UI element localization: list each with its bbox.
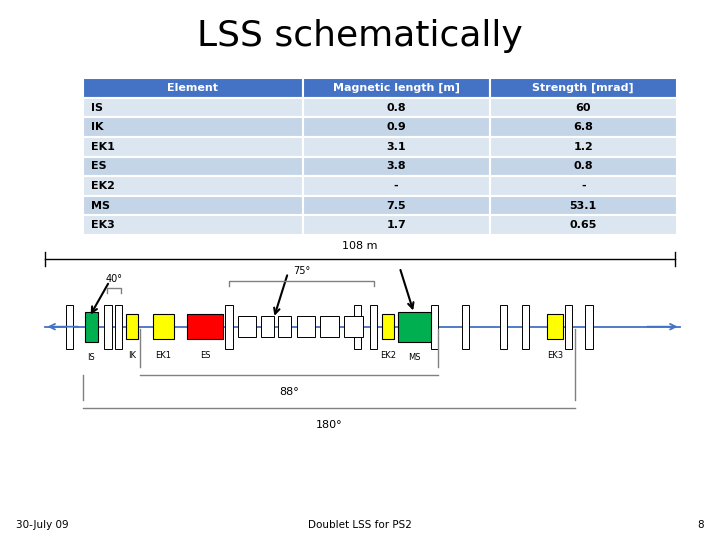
Text: 0.8: 0.8 xyxy=(387,103,406,113)
Bar xyxy=(66,305,73,349)
Text: 180°: 180° xyxy=(315,420,342,430)
Bar xyxy=(585,305,593,349)
Text: EK2: EK2 xyxy=(380,351,396,360)
Bar xyxy=(565,305,572,349)
Text: 60: 60 xyxy=(575,103,591,113)
Bar xyxy=(302,118,490,137)
Bar xyxy=(83,157,302,176)
Text: 0.65: 0.65 xyxy=(570,220,597,230)
Bar xyxy=(344,316,363,337)
Bar xyxy=(500,305,507,349)
Bar xyxy=(302,98,490,117)
Bar xyxy=(320,316,339,337)
Text: Strength [mrad]: Strength [mrad] xyxy=(532,83,634,93)
Text: 30-July 09: 30-July 09 xyxy=(16,520,68,530)
Text: IK: IK xyxy=(127,351,136,360)
Text: EK3: EK3 xyxy=(91,220,115,230)
Bar xyxy=(302,196,490,215)
Bar xyxy=(85,312,98,342)
Bar xyxy=(104,305,112,349)
Text: Element: Element xyxy=(167,83,218,93)
Text: MS: MS xyxy=(408,354,420,362)
Text: 40°: 40° xyxy=(105,273,122,284)
Bar xyxy=(398,312,431,342)
Text: Magnetic length [m]: Magnetic length [m] xyxy=(333,83,459,93)
Bar xyxy=(83,78,302,98)
Bar xyxy=(354,305,361,349)
Text: 53.1: 53.1 xyxy=(570,200,597,211)
Bar xyxy=(382,314,394,339)
Bar xyxy=(490,157,677,176)
Bar xyxy=(115,305,122,349)
Text: 1.2: 1.2 xyxy=(573,142,593,152)
Bar xyxy=(522,305,529,349)
Text: EK2: EK2 xyxy=(91,181,115,191)
Text: LSS schematically: LSS schematically xyxy=(197,19,523,53)
Text: 88°: 88° xyxy=(279,387,299,397)
Bar xyxy=(490,215,677,235)
Bar xyxy=(490,196,677,215)
Bar xyxy=(490,78,677,98)
Bar xyxy=(302,137,490,157)
Text: 0.9: 0.9 xyxy=(386,122,406,132)
Bar xyxy=(126,314,138,339)
Bar xyxy=(302,176,490,195)
Bar xyxy=(153,314,174,339)
Bar xyxy=(83,137,302,157)
Bar xyxy=(370,305,377,349)
Text: 108 m: 108 m xyxy=(342,240,378,251)
Text: EK1: EK1 xyxy=(91,142,115,152)
Text: EK1: EK1 xyxy=(156,351,171,360)
Bar xyxy=(83,98,302,117)
Bar xyxy=(261,316,274,337)
Bar xyxy=(490,176,677,195)
Text: 6.8: 6.8 xyxy=(573,122,593,132)
Bar xyxy=(431,305,438,349)
Text: -: - xyxy=(581,181,585,191)
Text: ES: ES xyxy=(91,161,107,171)
Text: 1.7: 1.7 xyxy=(386,220,406,230)
Bar xyxy=(462,305,469,349)
Bar xyxy=(302,215,490,235)
Bar xyxy=(278,316,291,337)
Text: 3.1: 3.1 xyxy=(387,142,406,152)
Bar xyxy=(297,316,315,337)
Bar xyxy=(490,98,677,117)
Text: IK: IK xyxy=(91,122,104,132)
Bar xyxy=(83,176,302,195)
Bar xyxy=(187,314,223,339)
Text: ES: ES xyxy=(200,351,210,360)
Text: MS: MS xyxy=(91,200,110,211)
Text: 8: 8 xyxy=(698,520,704,530)
Bar xyxy=(238,316,256,337)
Bar xyxy=(83,118,302,137)
Text: -: - xyxy=(394,181,398,191)
Text: IS: IS xyxy=(91,103,104,113)
Text: IS: IS xyxy=(88,354,95,362)
Text: 7.5: 7.5 xyxy=(387,200,406,211)
Text: 75°: 75° xyxy=(293,266,310,276)
Text: 3.8: 3.8 xyxy=(387,161,406,171)
Text: EK3: EK3 xyxy=(547,351,563,360)
Bar xyxy=(83,196,302,215)
Bar xyxy=(83,215,302,235)
Text: 0.8: 0.8 xyxy=(573,161,593,171)
Bar xyxy=(547,314,563,339)
Bar xyxy=(490,118,677,137)
Bar xyxy=(225,305,233,349)
Bar xyxy=(302,78,490,98)
Bar xyxy=(490,137,677,157)
Text: Doublet LSS for PS2: Doublet LSS for PS2 xyxy=(308,520,412,530)
Bar xyxy=(302,157,490,176)
